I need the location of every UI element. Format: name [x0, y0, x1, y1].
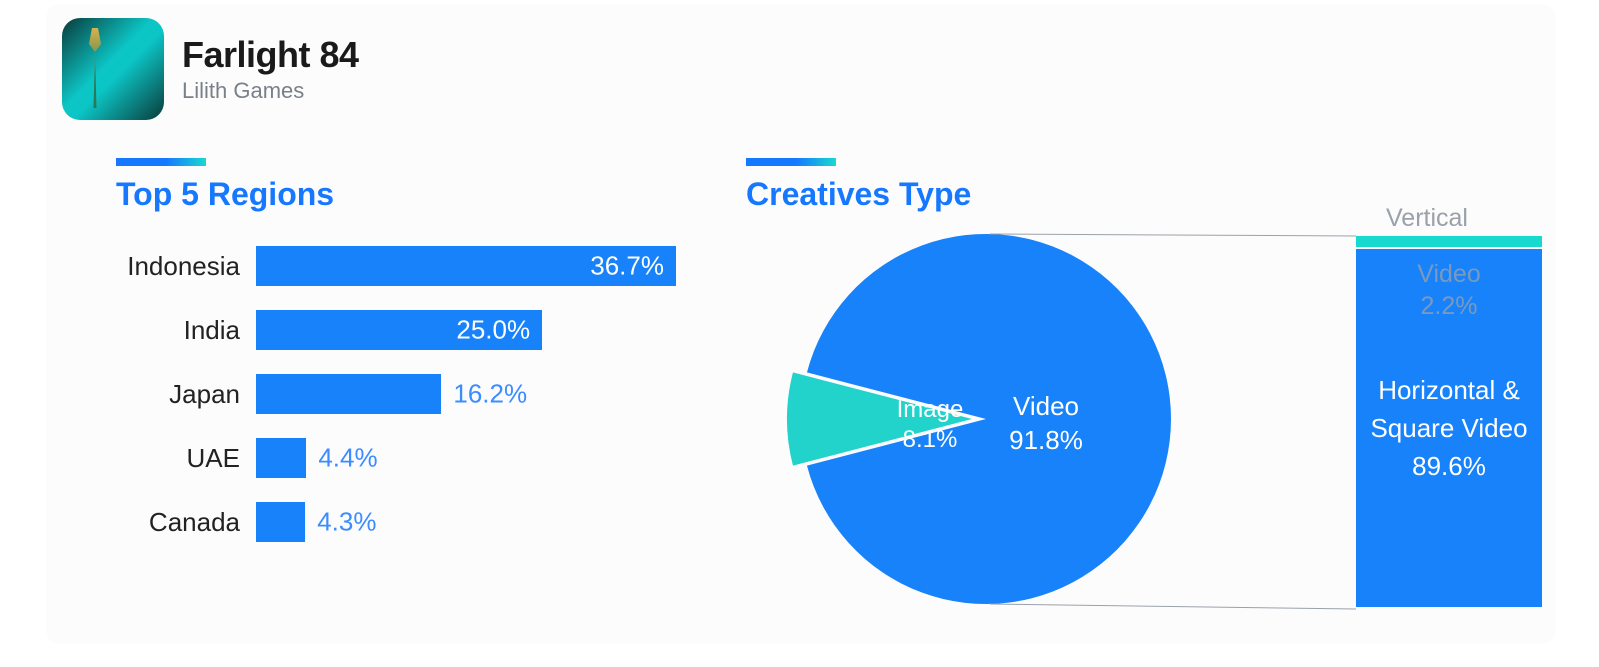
region-row: Japan 16.2%: [108, 362, 688, 426]
region-bar: [256, 502, 305, 542]
region-bar: [256, 374, 441, 414]
region-value: 4.3%: [317, 507, 376, 538]
app-name: Farlight 84: [182, 34, 359, 76]
region-label: Indonesia: [108, 251, 256, 282]
creatives-title: Creatives Type: [746, 176, 971, 213]
stack-top-value: 2.2%: [1421, 292, 1478, 320]
region-label: India: [108, 315, 256, 346]
pie-value-video: 91.8%: [1009, 425, 1083, 455]
region-row: Indonesia 36.7%: [108, 234, 688, 298]
bar-wrap: 16.2%: [256, 374, 688, 414]
pie-value-image: 8.1%: [903, 426, 958, 453]
regions-bar-chart: Indonesia 36.7% India 25.0% Japan 16.2% UAE 4.4…: [108, 234, 688, 554]
bar-wrap: 4.3%: [256, 502, 688, 542]
info-card: Farlight 84 Lilith Games Top 5 Regions I…: [46, 4, 1556, 644]
pie-label-video: Video: [1013, 391, 1079, 421]
app-publisher: Lilith Games: [182, 78, 359, 104]
breakdown-header: Vertical: [1386, 204, 1468, 233]
app-title-block: Farlight 84 Lilith Games: [182, 34, 359, 104]
region-value: 4.4%: [318, 443, 377, 474]
region-bar: 36.7%: [256, 246, 676, 286]
bar-wrap: 25.0%: [256, 310, 688, 350]
stack-bot-name: Horizontal & Square Video: [1356, 371, 1542, 447]
region-bar: [256, 438, 306, 478]
stack-bot-value: 89.6%: [1412, 447, 1486, 485]
app-header: Farlight 84 Lilith Games: [62, 18, 359, 120]
accent-bar-right: [746, 158, 836, 166]
region-label: Japan: [108, 379, 256, 410]
region-value: 36.7%: [590, 251, 664, 282]
creatives-chart-area: Video91.8%Image8.1% Vertical Horizontal …: [746, 214, 1546, 634]
bar-wrap: 4.4%: [256, 438, 688, 478]
region-row: India 25.0%: [108, 298, 688, 362]
stack-vertical-video: [1356, 236, 1542, 249]
regions-title: Top 5 Regions: [116, 176, 334, 213]
region-row: Canada 4.3%: [108, 490, 688, 554]
app-icon: [62, 18, 164, 120]
accent-bar-left: [116, 158, 206, 166]
region-label: UAE: [108, 443, 256, 474]
region-row: UAE 4.4%: [108, 426, 688, 490]
region-bar: 25.0%: [256, 310, 542, 350]
connector-top: [990, 234, 1356, 236]
bar-wrap: 36.7%: [256, 246, 688, 286]
stack-top-label: Video 2.2%: [1356, 258, 1542, 322]
pie-label-image: Image: [897, 396, 964, 423]
stack-top-name: Video: [1417, 260, 1481, 288]
connector-bottom: [990, 604, 1356, 609]
region-value: 16.2%: [453, 379, 527, 410]
region-value: 25.0%: [456, 315, 530, 346]
region-label: Canada: [108, 507, 256, 538]
